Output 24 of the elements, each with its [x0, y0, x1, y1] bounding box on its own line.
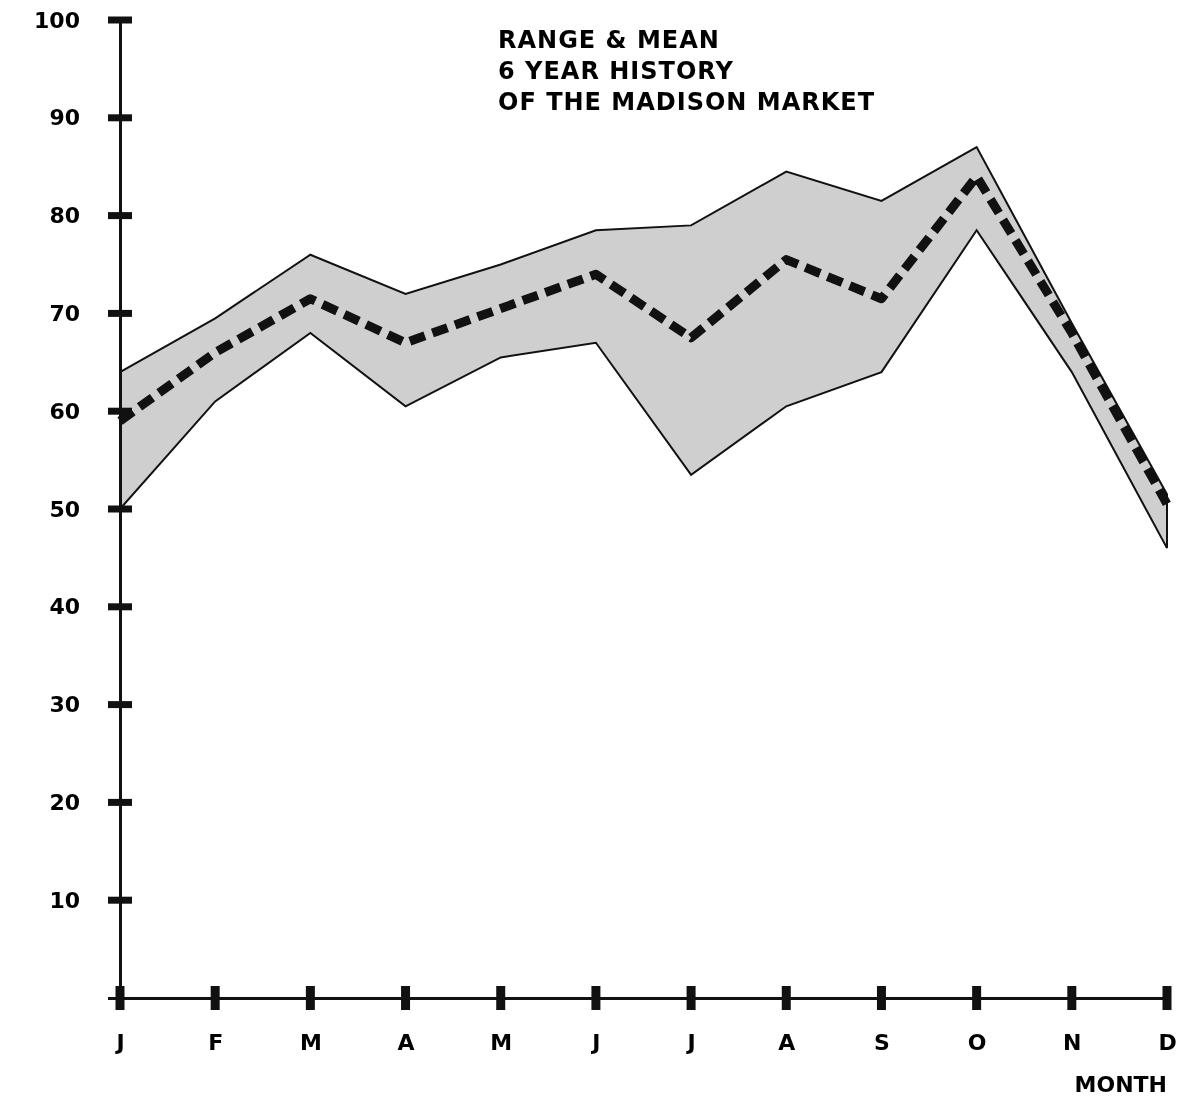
y-tick-label: 90: [49, 105, 80, 131]
x-tick-label: O: [967, 1029, 987, 1055]
x-tick-label: A: [397, 1029, 415, 1055]
y-tick-label: 30: [49, 692, 80, 718]
y-tick-label: 40: [49, 594, 80, 620]
x-tick-label: J: [590, 1029, 601, 1055]
x-axis-title: MONTH: [1074, 1072, 1167, 1097]
x-tick-label: M: [490, 1029, 513, 1055]
text: RANGE & MEAN 6 YEAR HISTORY OF THE MADISON MARKET: [498, 26, 876, 116]
x-tick-label: D: [1158, 1029, 1177, 1055]
x-tick-label: J: [114, 1029, 125, 1055]
y-tick-label: 10: [49, 887, 80, 913]
y-tick-label: 50: [49, 496, 80, 522]
x-tick-label: F: [208, 1029, 224, 1055]
x-tick-label: A: [778, 1029, 796, 1055]
x-tick-label: J: [685, 1029, 696, 1055]
y-tick-label: 60: [49, 398, 80, 424]
x-tick-label: S: [874, 1029, 890, 1055]
x-tick-label: M: [299, 1029, 322, 1055]
y-tick-label: 70: [49, 300, 80, 326]
y-tick-label: 100: [34, 7, 80, 33]
y-tick-label: 80: [49, 203, 80, 229]
x-tick-label: N: [1063, 1029, 1082, 1055]
y-tick-label: 20: [49, 789, 80, 815]
